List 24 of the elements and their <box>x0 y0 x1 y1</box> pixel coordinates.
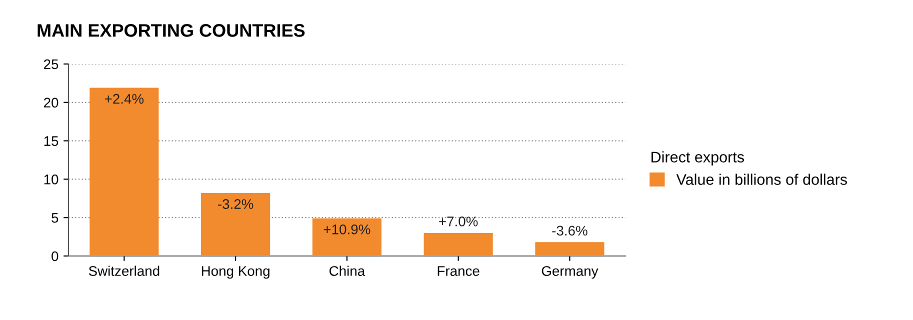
annotation: +10.9% <box>324 224 370 234</box>
y-tick-label: 10 <box>44 174 58 184</box>
y-tick-label: 15 <box>44 136 58 146</box>
bar <box>312 218 382 256</box>
x-tick-label: Hong Kong <box>202 266 270 279</box>
x-tick-label: France <box>438 266 480 276</box>
x-tick-label: China <box>330 266 366 276</box>
y-tick-label: 0 <box>52 251 58 262</box>
legend-title: Direct exports <box>652 151 744 166</box>
annotation: +7.0% <box>439 216 478 226</box>
bar <box>535 242 604 256</box>
bar <box>201 193 270 256</box>
bar <box>90 88 159 256</box>
annotation: -3.6% <box>552 226 588 236</box>
bar <box>424 232 493 256</box>
legend-label: Value in billions of dollars <box>676 174 847 185</box>
y-tick-label: 25 <box>44 59 58 70</box>
x-tick-label: Switzerland <box>88 266 160 276</box>
x-tick-label: Germany <box>542 266 598 279</box>
chart-title: MAIN EXPORTING COUNTRIES <box>38 24 305 37</box>
y-tick-label: 20 <box>44 98 58 108</box>
annotation: +2.4% <box>104 94 144 104</box>
y-tick-label: 5 <box>52 213 58 223</box>
annotation: -3.2% <box>218 199 254 209</box>
